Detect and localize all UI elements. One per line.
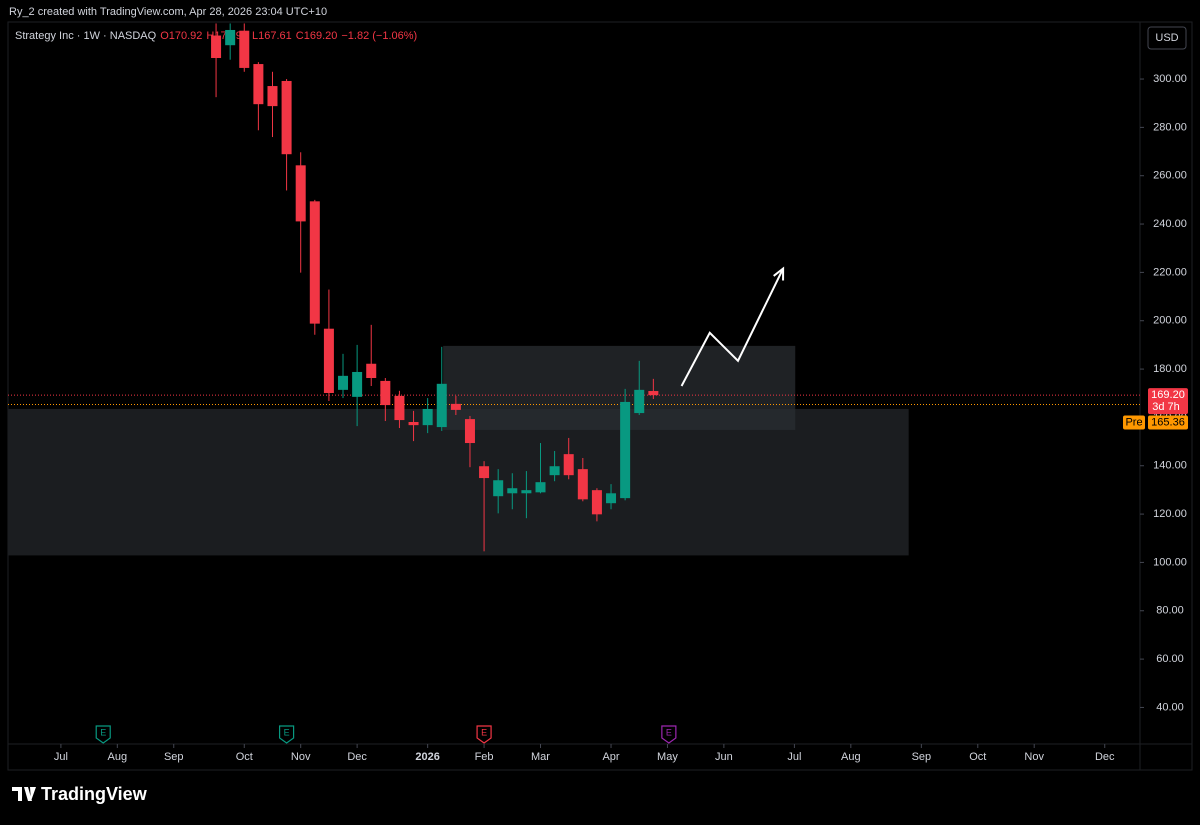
candle-body bbox=[253, 64, 264, 105]
arrow-head bbox=[773, 266, 785, 281]
candle-body bbox=[394, 395, 405, 421]
x-tick-label: Nov bbox=[1024, 751, 1044, 763]
pre-tag: Pre bbox=[1125, 416, 1142, 428]
ohlc-value: C169.20 bbox=[296, 30, 338, 42]
y-tick-label: 60.00 bbox=[1156, 653, 1184, 665]
attribution: Ry_2 created with TradingView.com, Apr 2… bbox=[9, 6, 327, 18]
logo: TradingView bbox=[12, 784, 148, 804]
candle-body bbox=[577, 469, 588, 500]
price-tag bbox=[1148, 388, 1188, 415]
candle-body bbox=[225, 29, 236, 46]
x-tick-label: Feb bbox=[475, 751, 494, 763]
event-marker[interactable] bbox=[278, 725, 295, 744]
candle-body bbox=[239, 30, 250, 68]
x-tick-label: Mar bbox=[531, 751, 550, 763]
ohlc-value: L167.61 bbox=[252, 30, 292, 42]
y-tick-label: 300.00 bbox=[1153, 73, 1187, 85]
x-tick-label: Oct bbox=[969, 751, 986, 763]
candle-body bbox=[436, 383, 447, 428]
candle-body bbox=[338, 375, 349, 390]
candle-body bbox=[408, 422, 419, 426]
zone bbox=[8, 408, 909, 556]
x-tick-label: Dec bbox=[1095, 751, 1115, 763]
candle-body bbox=[267, 86, 278, 107]
y-tick-label: 120.00 bbox=[1153, 508, 1187, 520]
candle-body bbox=[323, 328, 334, 393]
candle-body bbox=[634, 389, 645, 414]
y-tick-label: 260.00 bbox=[1153, 170, 1187, 182]
y-tick-label: 200.00 bbox=[1153, 315, 1187, 327]
logo-mark bbox=[12, 787, 36, 801]
currency-button[interactable] bbox=[1147, 26, 1187, 50]
x-tick-label: Aug bbox=[108, 751, 128, 763]
candle-body bbox=[450, 403, 461, 410]
currency-label: USD bbox=[1155, 32, 1178, 44]
y-tick-label: 220.00 bbox=[1153, 266, 1187, 278]
logo-text: TradingView bbox=[41, 784, 148, 804]
event-label: E bbox=[284, 727, 290, 737]
y-tick-label: 140.00 bbox=[1153, 460, 1187, 472]
candle-body bbox=[563, 454, 574, 476]
candle-body bbox=[281, 80, 292, 155]
candle-body bbox=[479, 466, 490, 479]
candle-body bbox=[493, 480, 504, 497]
y-tick-label: 40.00 bbox=[1156, 701, 1184, 713]
price-tag-label: 165.36 bbox=[1151, 416, 1185, 428]
x-tick-label: Sep bbox=[912, 751, 932, 763]
event-marker[interactable] bbox=[661, 725, 677, 744]
y-tick-label: 100.00 bbox=[1153, 556, 1187, 568]
ohlc-value: −1.82 (−1.06%) bbox=[341, 30, 417, 42]
x-tick-label: 2026 bbox=[415, 751, 439, 763]
countdown: 3d 7h bbox=[1152, 401, 1180, 413]
x-tick-label: Nov bbox=[291, 751, 311, 763]
candle-body bbox=[507, 488, 518, 494]
candle-body bbox=[521, 490, 532, 494]
event-label: E bbox=[481, 727, 487, 737]
candle-body bbox=[464, 419, 475, 444]
candle-body bbox=[295, 165, 306, 222]
arrow-path bbox=[680, 268, 785, 387]
candle-body bbox=[352, 371, 363, 397]
y-tick-label: 240.00 bbox=[1153, 218, 1187, 230]
pre-tag-box bbox=[1123, 415, 1145, 430]
candle-body bbox=[620, 401, 631, 499]
event-marker[interactable] bbox=[95, 725, 111, 744]
candle-body bbox=[422, 408, 433, 426]
zone bbox=[443, 345, 796, 430]
x-tick-label: Jun bbox=[715, 751, 733, 763]
candle-body bbox=[591, 490, 602, 515]
x-tick-label: Dec bbox=[347, 751, 367, 763]
candle-body bbox=[366, 363, 377, 379]
event-label: E bbox=[666, 727, 672, 737]
candle-body bbox=[211, 35, 222, 59]
price-tag-label: 169.20 bbox=[1151, 389, 1185, 401]
x-tick-label: Oct bbox=[236, 751, 253, 763]
event-marker[interactable] bbox=[476, 725, 492, 744]
x-tick-label: Apr bbox=[602, 751, 619, 763]
y-tick-label: 180.00 bbox=[1153, 363, 1187, 375]
price-tag bbox=[1148, 415, 1188, 430]
x-tick-label: Jul bbox=[787, 751, 801, 763]
candle-body bbox=[535, 482, 546, 493]
symbol-name: Strategy Inc · 1W · NASDAQ bbox=[15, 30, 157, 42]
event-label: E bbox=[100, 727, 106, 737]
y-tick-label: 80.00 bbox=[1156, 605, 1184, 617]
ohlc-value: O170.92 bbox=[160, 30, 202, 42]
candle-body bbox=[549, 466, 560, 476]
y-tick-label: 280.00 bbox=[1153, 121, 1187, 133]
x-tick-label: Sep bbox=[164, 751, 184, 763]
x-tick-label: May bbox=[657, 751, 678, 763]
x-tick-label: Jul bbox=[54, 751, 68, 763]
candle-body bbox=[309, 201, 320, 324]
candle-body bbox=[606, 493, 617, 504]
candle-body bbox=[648, 391, 659, 396]
x-tick-label: Aug bbox=[841, 751, 861, 763]
candle-body bbox=[380, 380, 391, 406]
